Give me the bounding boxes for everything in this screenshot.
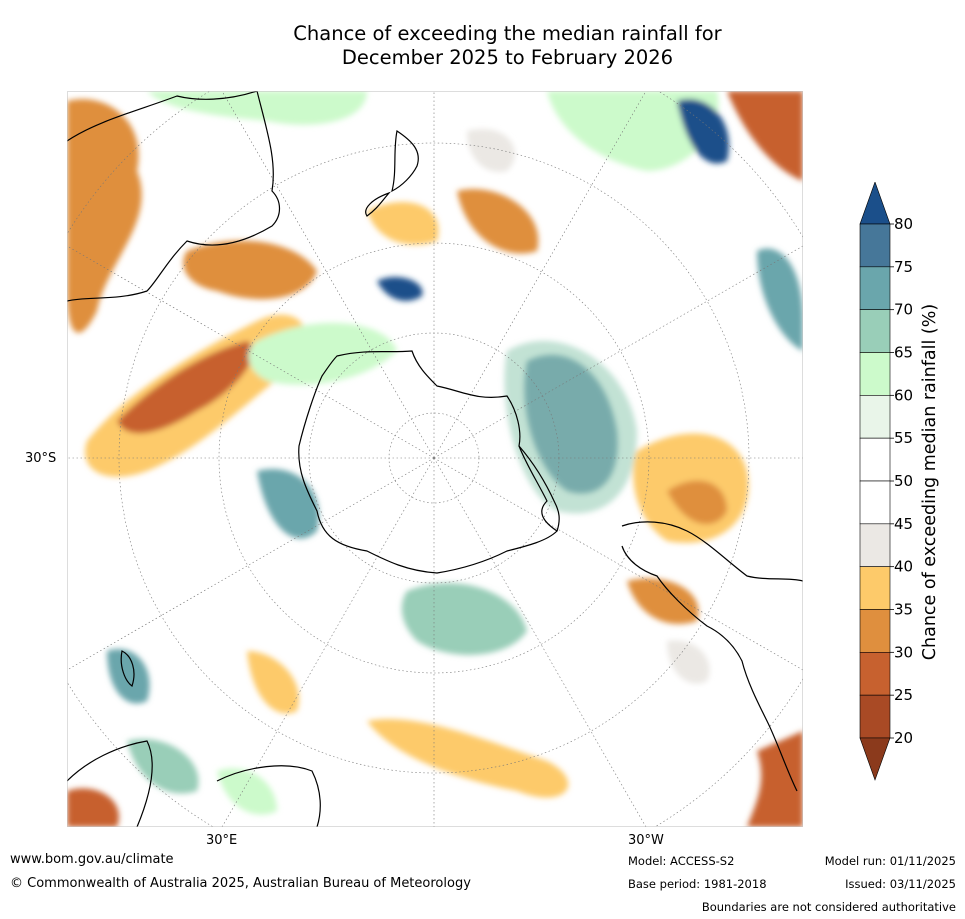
colorbar-tick-label: 80 <box>894 215 913 233</box>
dry-patch-australia <box>183 240 317 300</box>
colorbar-bin <box>859 223 891 268</box>
colorbar: 20 25 30 35 40 45 50 55 60 65 70 75 80 <box>859 182 913 781</box>
colorbar-bin <box>859 480 891 525</box>
wet-patch-ne <box>547 91 719 171</box>
dry-patch-tasman <box>367 202 439 245</box>
colorbar-bin <box>859 523 891 567</box>
colorbar-tick-label: 45 <box>894 515 913 533</box>
madagascar-coastline <box>120 650 135 687</box>
colorbar-tick-label: 75 <box>894 258 913 276</box>
colorbar-tick-label: 65 <box>894 344 913 362</box>
dry-patch-west <box>67 99 142 333</box>
new-zealand-north-island <box>391 130 419 193</box>
colorbar-arrow-bottom <box>859 737 891 781</box>
wet-patch-s-bottom <box>217 768 277 815</box>
dry-patch-west-3 <box>117 341 254 434</box>
south-america-coastline <box>621 521 803 792</box>
dry-patch-south <box>367 719 569 798</box>
colorbar-tick-label: 55 <box>894 429 913 447</box>
wet-patch-sw-bottom <box>127 739 199 794</box>
antarctica-coastline <box>298 350 558 574</box>
colorbar-tick-label: 30 <box>894 643 913 661</box>
colorbar-title: Chance of exceeding median rainfall (%) <box>920 303 940 661</box>
lon-label-30e: 30°E <box>206 833 238 848</box>
footer-issued: Issued: 03/11/2025 <box>845 877 956 891</box>
title-line-1: Chance of exceeding the median rainfall … <box>293 22 722 45</box>
lon-label-30w: 30°W <box>628 833 664 848</box>
footer-website[interactable]: www.bom.gov.au/climate <box>10 852 174 867</box>
dry-patch-ne-corner <box>727 91 803 181</box>
wet-patch-south <box>401 583 527 655</box>
colorbar-bin <box>859 437 891 482</box>
wet-patch-sw <box>107 649 150 704</box>
lat-label-30s: 30°S <box>25 451 57 466</box>
neutral-patch-1 <box>467 129 515 172</box>
graticule <box>67 91 803 827</box>
colorbar-tick-label: 70 <box>894 301 913 319</box>
footer-model: Model: ACCESS-S2 <box>628 854 735 868</box>
footer-disclaimer: Boundaries are not considered authoritat… <box>701 900 956 914</box>
footer-copyright: © Commonwealth of Australia 2025, Austra… <box>10 876 471 891</box>
africa-coastline <box>67 740 321 827</box>
chart-title: Chance of exceeding the median rainfall … <box>0 22 965 70</box>
dry-patch-africa <box>247 651 299 714</box>
footer-model-run: Model run: 01/11/2025 <box>824 854 956 868</box>
colorbar-tick-label: 50 <box>894 472 913 490</box>
wet-patch-blue-small <box>377 276 423 301</box>
wet-patch-se-right <box>757 248 803 351</box>
colorbar-bin <box>859 352 891 396</box>
colorbar-tick-label: 25 <box>894 686 913 704</box>
australia-coastline <box>67 91 281 302</box>
colorbar-bin <box>859 609 891 653</box>
colorbar-bin <box>859 652 891 696</box>
colorbar-tick-label: 20 <box>894 729 913 747</box>
new-zealand-south-island <box>365 191 391 217</box>
neutral-patch-2 <box>667 640 710 684</box>
colorbar-bin <box>859 694 891 739</box>
dry-patch-south-america-core <box>667 480 727 525</box>
footer-base-period: Base period: 1981-2018 <box>628 877 767 891</box>
coastlines <box>67 91 803 827</box>
colorbar-bin <box>859 309 891 353</box>
colorbar-tick-label: 35 <box>894 601 913 619</box>
colorbar-tick-label: 60 <box>894 386 913 404</box>
wet-patch-ne-blue <box>677 99 729 164</box>
title-line-2: December 2025 to February 2026 <box>341 46 674 69</box>
wet-patch-antarctic-ring <box>248 322 397 385</box>
antarctic-peninsula-coastline <box>518 445 560 532</box>
colorbar-bin <box>859 566 891 610</box>
colorbar-bin <box>859 266 891 310</box>
dry-patch-pacific <box>457 189 539 254</box>
rainfall-probability-map <box>67 91 803 827</box>
dry-patch-sw-corner <box>67 788 119 827</box>
dry-patch-atlantic <box>627 578 699 625</box>
wet-patch-west-antarctic <box>257 469 319 539</box>
colorbar-bin <box>859 395 891 439</box>
colorbar-arrow-top <box>859 182 891 225</box>
colorbar-tick-label: 40 <box>894 558 913 576</box>
dry-patch-se-corner <box>747 731 803 827</box>
